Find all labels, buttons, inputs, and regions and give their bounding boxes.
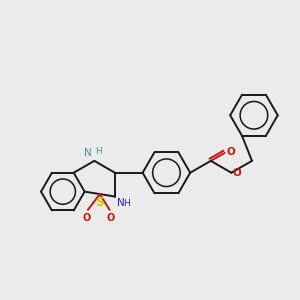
Text: H: H bbox=[95, 147, 102, 156]
Text: H: H bbox=[123, 200, 130, 208]
Text: S: S bbox=[95, 196, 104, 209]
Text: O: O bbox=[232, 168, 241, 178]
Text: O: O bbox=[106, 213, 115, 223]
Text: N: N bbox=[117, 197, 124, 208]
Text: O: O bbox=[83, 213, 91, 223]
Text: N: N bbox=[84, 148, 91, 158]
Text: O: O bbox=[226, 147, 236, 157]
